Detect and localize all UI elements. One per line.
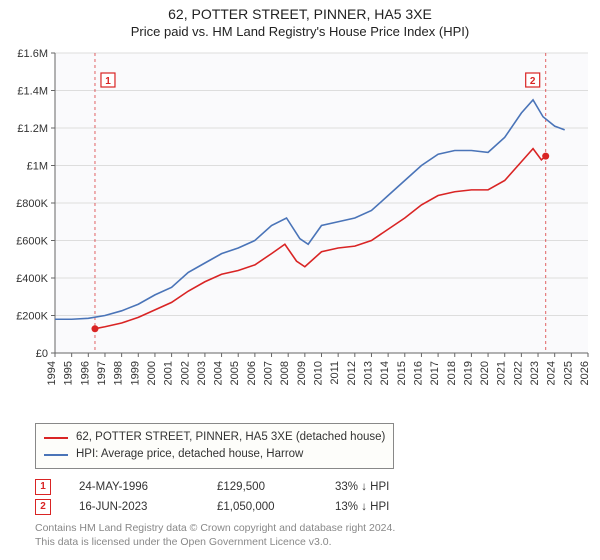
svg-text:£1.4M: £1.4M: [17, 86, 48, 98]
svg-text:£400K: £400K: [16, 273, 48, 285]
sale-date: 24-MAY-1996: [79, 481, 189, 493]
legend-row: HPI: Average price, detached house, Harr…: [44, 446, 385, 463]
svg-text:£200K: £200K: [16, 311, 48, 323]
svg-text:2010: 2010: [313, 361, 325, 385]
svg-text:2014: 2014: [379, 361, 391, 385]
svg-text:1: 1: [105, 76, 111, 87]
svg-text:2024: 2024: [546, 361, 558, 385]
svg-text:1994: 1994: [46, 361, 58, 385]
sale-price: £129,500: [217, 481, 307, 493]
svg-text:2023: 2023: [529, 361, 541, 385]
svg-text:1995: 1995: [63, 361, 75, 385]
sale-hpi-rel: 33% ↓ HPI: [335, 481, 425, 493]
svg-text:2019: 2019: [462, 361, 474, 385]
chart-svg: £0 £200K £400K £600K £800K £1M £1.2M £1.4M £1.6M…: [0, 43, 600, 423]
svg-text:2020: 2020: [479, 361, 491, 385]
svg-text:£800K: £800K: [16, 198, 48, 210]
legend-swatch: [44, 454, 68, 456]
sales-rows: 1 24-MAY-1996 £129,500 33% ↓ HPI 2 16-JUN-202…: [35, 479, 565, 515]
svg-text:2001: 2001: [163, 361, 175, 385]
sale-marker: 1: [35, 479, 51, 495]
svg-text:2: 2: [530, 76, 536, 87]
figure: 62, POTTER STREET, PINNER, HA5 3XE Price…: [0, 0, 600, 557]
svg-text:2002: 2002: [179, 361, 191, 385]
svg-text:1996: 1996: [79, 361, 91, 385]
below-chart: 62, POTTER STREET, PINNER, HA5 3XE (deta…: [0, 423, 600, 557]
chart: £0 £200K £400K £600K £800K £1M £1.2M £1.4M £1.6M…: [0, 43, 600, 423]
legend-label: HPI: Average price, detached house, Harr…: [76, 446, 303, 463]
svg-text:2021: 2021: [496, 361, 508, 385]
svg-text:2000: 2000: [146, 361, 158, 385]
sale-row: 2 16-JUN-2023 £1,050,000 13% ↓ HPI: [35, 499, 565, 515]
footer-note: Contains HM Land Registry data © Crown c…: [35, 521, 565, 549]
sale-price: £1,050,000: [217, 501, 307, 513]
svg-text:2025: 2025: [562, 361, 574, 385]
svg-text:2013: 2013: [362, 361, 374, 385]
svg-text:1998: 1998: [113, 361, 125, 385]
sale-marker: 2: [35, 499, 51, 515]
svg-text:2022: 2022: [512, 361, 524, 385]
svg-text:2011: 2011: [329, 361, 341, 385]
svg-text:2008: 2008: [279, 361, 291, 385]
svg-text:2012: 2012: [346, 361, 358, 385]
svg-text:2003: 2003: [196, 361, 208, 385]
subtitle: Price paid vs. HM Land Registry's House …: [0, 24, 600, 39]
svg-text:2017: 2017: [429, 361, 441, 385]
svg-text:2007: 2007: [263, 361, 275, 385]
footer-line2: This data is licensed under the Open Gov…: [35, 536, 332, 548]
svg-text:£1.2M: £1.2M: [17, 123, 48, 135]
svg-text:2005: 2005: [229, 361, 241, 385]
sale-date: 16-JUN-2023: [79, 501, 189, 513]
svg-text:£0: £0: [36, 348, 48, 360]
legend-box: 62, POTTER STREET, PINNER, HA5 3XE (deta…: [35, 423, 394, 469]
svg-text:1997: 1997: [96, 361, 108, 385]
legend-label: 62, POTTER STREET, PINNER, HA5 3XE (deta…: [76, 429, 385, 446]
legend-row: 62, POTTER STREET, PINNER, HA5 3XE (deta…: [44, 429, 385, 446]
svg-text:2009: 2009: [296, 361, 308, 385]
svg-text:£1.6M: £1.6M: [17, 48, 48, 60]
sale-hpi-rel: 13% ↓ HPI: [335, 501, 425, 513]
footer-line1: Contains HM Land Registry data © Crown c…: [35, 522, 395, 534]
svg-text:2015: 2015: [396, 361, 408, 385]
svg-text:2004: 2004: [213, 361, 225, 385]
svg-text:1999: 1999: [129, 361, 141, 385]
svg-text:£600K: £600K: [16, 236, 48, 248]
legend-swatch: [44, 437, 68, 439]
svg-text:2018: 2018: [446, 361, 458, 385]
sale-row: 1 24-MAY-1996 £129,500 33% ↓ HPI: [35, 479, 565, 495]
title-block: 62, POTTER STREET, PINNER, HA5 3XE Price…: [0, 0, 600, 43]
svg-text:2016: 2016: [412, 361, 424, 385]
svg-text:2026: 2026: [579, 361, 591, 385]
address-title: 62, POTTER STREET, PINNER, HA5 3XE: [0, 6, 600, 22]
svg-text:2006: 2006: [246, 361, 258, 385]
svg-text:£1M: £1M: [27, 161, 48, 173]
